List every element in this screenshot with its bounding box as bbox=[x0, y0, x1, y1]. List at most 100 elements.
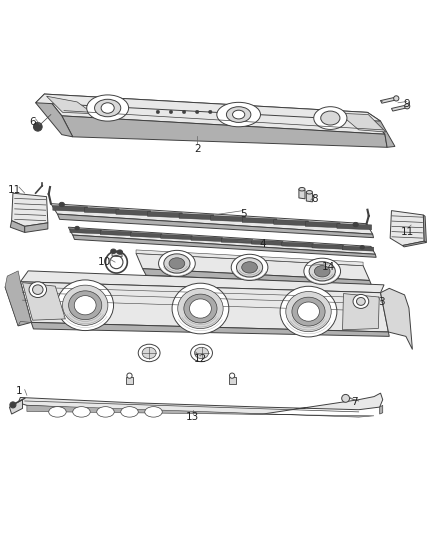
Ellipse shape bbox=[117, 250, 123, 254]
Polygon shape bbox=[337, 223, 372, 230]
Polygon shape bbox=[390, 211, 424, 246]
Ellipse shape bbox=[172, 283, 229, 334]
Polygon shape bbox=[10, 400, 22, 414]
Ellipse shape bbox=[142, 348, 156, 359]
Polygon shape bbox=[161, 235, 192, 240]
Polygon shape bbox=[68, 227, 375, 254]
Polygon shape bbox=[131, 232, 162, 238]
Polygon shape bbox=[20, 282, 389, 332]
Text: 4: 4 bbox=[259, 239, 266, 249]
Ellipse shape bbox=[208, 110, 212, 114]
Ellipse shape bbox=[184, 294, 217, 323]
Ellipse shape bbox=[297, 302, 319, 321]
Ellipse shape bbox=[145, 407, 162, 417]
Ellipse shape bbox=[169, 110, 173, 114]
Ellipse shape bbox=[57, 280, 113, 330]
Polygon shape bbox=[306, 192, 312, 202]
Ellipse shape bbox=[178, 288, 223, 329]
Polygon shape bbox=[70, 229, 102, 234]
Ellipse shape bbox=[231, 254, 268, 280]
Polygon shape bbox=[62, 116, 387, 147]
Polygon shape bbox=[179, 214, 214, 220]
Polygon shape bbox=[44, 94, 385, 134]
Ellipse shape bbox=[127, 373, 132, 378]
Polygon shape bbox=[274, 220, 308, 225]
Polygon shape bbox=[11, 221, 25, 232]
Ellipse shape bbox=[63, 285, 108, 325]
Polygon shape bbox=[31, 322, 389, 336]
Polygon shape bbox=[299, 189, 305, 199]
Ellipse shape bbox=[95, 99, 121, 117]
Ellipse shape bbox=[156, 110, 159, 114]
Text: 10: 10 bbox=[98, 257, 111, 267]
Polygon shape bbox=[229, 376, 236, 384]
Polygon shape bbox=[116, 209, 151, 216]
Ellipse shape bbox=[304, 258, 341, 285]
Ellipse shape bbox=[75, 227, 79, 230]
Ellipse shape bbox=[314, 265, 330, 277]
Ellipse shape bbox=[74, 296, 96, 315]
Polygon shape bbox=[339, 113, 386, 132]
Ellipse shape bbox=[191, 344, 212, 362]
Polygon shape bbox=[136, 253, 370, 280]
Text: 8: 8 bbox=[312, 194, 318, 204]
Ellipse shape bbox=[357, 297, 365, 305]
Polygon shape bbox=[27, 405, 374, 417]
Text: 5: 5 bbox=[240, 209, 246, 219]
Ellipse shape bbox=[242, 262, 258, 273]
Ellipse shape bbox=[121, 407, 138, 417]
Ellipse shape bbox=[353, 294, 369, 309]
Ellipse shape bbox=[33, 123, 42, 131]
Text: 1: 1 bbox=[16, 386, 22, 396]
Polygon shape bbox=[242, 217, 277, 224]
Ellipse shape bbox=[97, 407, 114, 417]
Polygon shape bbox=[143, 269, 371, 285]
Text: 3: 3 bbox=[378, 297, 385, 308]
Ellipse shape bbox=[101, 103, 114, 113]
Text: 11: 11 bbox=[401, 227, 414, 237]
Ellipse shape bbox=[286, 292, 331, 332]
Ellipse shape bbox=[292, 297, 325, 326]
Polygon shape bbox=[73, 235, 376, 257]
Polygon shape bbox=[381, 97, 397, 103]
Ellipse shape bbox=[309, 262, 336, 281]
Polygon shape bbox=[312, 244, 343, 249]
Polygon shape bbox=[35, 94, 381, 121]
Polygon shape bbox=[380, 405, 383, 414]
Ellipse shape bbox=[69, 291, 102, 320]
Polygon shape bbox=[5, 271, 31, 326]
Text: 6: 6 bbox=[29, 117, 35, 127]
Ellipse shape bbox=[73, 407, 90, 417]
Polygon shape bbox=[12, 193, 48, 227]
Polygon shape bbox=[25, 223, 48, 232]
Text: 13: 13 bbox=[186, 412, 199, 422]
Ellipse shape bbox=[29, 282, 46, 297]
Ellipse shape bbox=[182, 110, 186, 114]
Polygon shape bbox=[5, 282, 31, 326]
Polygon shape bbox=[403, 241, 426, 247]
Ellipse shape bbox=[111, 249, 116, 253]
Ellipse shape bbox=[194, 348, 208, 359]
Ellipse shape bbox=[233, 110, 245, 119]
Polygon shape bbox=[381, 288, 413, 350]
Ellipse shape bbox=[314, 107, 347, 130]
Polygon shape bbox=[85, 207, 119, 214]
Text: 11: 11 bbox=[8, 185, 21, 195]
Polygon shape bbox=[221, 238, 253, 244]
Polygon shape bbox=[282, 242, 313, 247]
Ellipse shape bbox=[226, 107, 251, 123]
Ellipse shape bbox=[237, 258, 263, 277]
Ellipse shape bbox=[164, 254, 190, 273]
Polygon shape bbox=[424, 215, 426, 243]
Ellipse shape bbox=[321, 111, 340, 125]
Polygon shape bbox=[126, 376, 133, 384]
Polygon shape bbox=[305, 222, 340, 228]
Ellipse shape bbox=[394, 96, 399, 101]
Text: 14: 14 bbox=[321, 262, 335, 272]
Ellipse shape bbox=[190, 299, 212, 318]
Polygon shape bbox=[343, 294, 379, 330]
Ellipse shape bbox=[353, 222, 358, 227]
Ellipse shape bbox=[10, 402, 16, 408]
Polygon shape bbox=[53, 206, 88, 212]
Polygon shape bbox=[46, 96, 93, 114]
